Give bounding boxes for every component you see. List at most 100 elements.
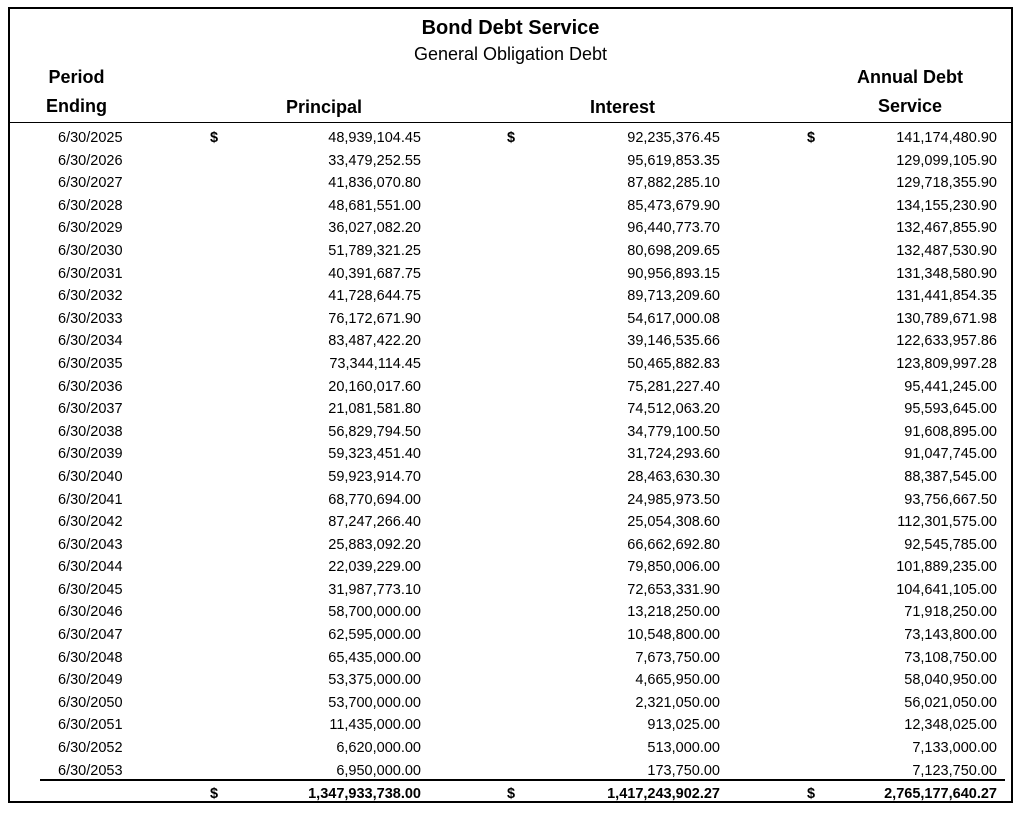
principal-cell: 11,435,000.00 (329, 717, 421, 734)
principal-cell: 53,700,000.00 (328, 694, 421, 711)
principal-cell: 58,700,000.00 (328, 604, 421, 621)
period-ending-cell: 6/30/2052 (58, 740, 123, 757)
period-ending-cell: 6/30/2049 (58, 672, 123, 689)
principal-cell: 25,883,092.20 (328, 536, 421, 553)
principal-cell: 76,172,671.90 (328, 310, 421, 327)
table-row: 6/30/2031 40,391,687.75 90,956,893.15 131,3… (10, 263, 1011, 286)
principal-cell: 41,728,644.75 (328, 288, 421, 305)
totals-divider (40, 779, 1005, 781)
annual-debt-service-cell: 131,441,854.35 (896, 288, 997, 305)
table-row: 6/30/2045 31,987,773.10 72,653,331.90 104,6… (10, 579, 1011, 602)
table-row: 6/30/2040 59,923,914.70 28,463,630.30 88,38… (10, 466, 1011, 489)
principal-cell: 65,435,000.00 (328, 649, 421, 666)
interest-cell: 50,465,882.83 (627, 355, 720, 372)
interest-cell: 87,882,285.10 (627, 175, 720, 192)
period-ending-cell: 6/30/2048 (58, 649, 123, 666)
table-row: 6/30/2039 59,323,451.40 31,724,293.60 91,04… (10, 443, 1011, 466)
principal-cell: 62,595,000.00 (328, 627, 421, 644)
interest-cell: 75,281,227.40 (627, 378, 720, 395)
table-row: 6/30/2041 68,770,694.00 24,985,973.50 93,75… (10, 489, 1011, 512)
annual-debt-service-cell: 58,040,950.00 (904, 672, 997, 689)
period-ending-cell: 6/30/2045 (58, 581, 123, 598)
period-ending-cell: 6/30/2035 (58, 355, 123, 372)
interest-cell: 7,673,750.00 (635, 649, 720, 666)
interest-cell: 92,235,376.45 (627, 130, 720, 146)
principal-cell: 20,160,017.60 (328, 378, 421, 395)
table-row: 6/30/2049 53,375,000.00 4,665,950.00 58,040… (10, 669, 1011, 692)
period-ending-cell: 6/30/2047 (58, 627, 123, 644)
annual-debt-service-cell: 134,155,230.90 (896, 197, 997, 214)
annual-debt-service-cell: 101,889,235.00 (896, 559, 997, 576)
annual-debt-service-cell: 56,021,050.00 (904, 694, 997, 711)
table-row: 6/30/2026 33,479,252.55 95,619,853.35 129,0… (10, 150, 1011, 173)
annual-debt-service-cell: 7,123,750.00 (912, 762, 997, 779)
table-row: 6/30/2027 41,836,070.80 87,882,285.10 129,7… (10, 172, 1011, 195)
table-row: 6/30/2033 76,172,671.90 54,617,000.08 130,7… (10, 308, 1011, 331)
table-row: 6/30/2052 6,620,000.00 513,000.00 7,133,000… (10, 737, 1011, 760)
table-row: 6/30/2042 87,247,266.40 25,054,308.60 112,3… (10, 511, 1011, 534)
principal-cell: 51,789,321.25 (328, 242, 421, 259)
interest-cell: 54,617,000.08 (627, 310, 720, 327)
period-ending-cell: 6/30/2041 (58, 491, 123, 508)
totals-annual-dollar-sign: $ (807, 786, 816, 802)
period-ending-cell: 6/30/2029 (58, 220, 123, 237)
principal-cell: 48,939,104.45 (328, 130, 421, 146)
interest-cell: 28,463,630.30 (627, 468, 720, 485)
table-row: 6/30/2032 41,728,644.75 89,713,209.60 131,4… (10, 285, 1011, 308)
interest-cell: 39,146,535.66 (627, 333, 720, 350)
totals-annual-debt-service: 2,765,177,640.27 (884, 786, 997, 802)
interest-cell: 79,850,006.00 (627, 559, 720, 576)
interest-cell: 89,713,209.60 (627, 288, 720, 305)
period-ending-cell: 6/30/2053 (58, 762, 123, 779)
principal-cell: 6,950,000.00 (336, 762, 421, 779)
principal-cell: 41,836,070.80 (328, 175, 421, 192)
table-row: 6/30/2029 36,027,082.20 96,440,773.70 132,4… (10, 217, 1011, 240)
period-ending-cell: 6/30/2031 (58, 265, 123, 282)
annual-debt-service-cell: 92,545,785.00 (904, 536, 997, 553)
table-row: 6/30/2051 11,435,000.00 913,025.00 12,348,0… (10, 714, 1011, 737)
table-row: 6/30/2037 21,081,581.80 74,512,063.20 95,59… (10, 398, 1011, 421)
annual-debt-service-cell: 73,143,800.00 (904, 627, 997, 644)
period-ending-cell: 6/30/2027 (58, 175, 123, 192)
principal-cell: 83,487,422.20 (328, 333, 421, 350)
annual-debt-service-cell: 7,133,000.00 (912, 740, 997, 757)
table-row: 6/30/2025 48,939,104.45 92,235,376.45 141,1… (10, 127, 1011, 150)
totals-principal-dollar-sign: $ (210, 786, 219, 802)
interest-cell: 513,000.00 (647, 740, 720, 757)
annual-debt-service-cell: 104,641,105.00 (896, 581, 997, 598)
column-header-principal: Principal (286, 97, 363, 117)
annual-debt-service-cell: 71,918,250.00 (904, 604, 997, 621)
period-ending-cell: 6/30/2034 (58, 333, 123, 350)
principal-cell: 56,829,794.50 (328, 423, 421, 440)
table-row: 6/30/2035 73,344,114.45 50,465,882.83 123,8… (10, 353, 1011, 376)
header-divider (10, 122, 1011, 123)
annual-debt-service-cell: 122,633,957.86 (896, 333, 997, 350)
period-ending-cell: 6/30/2037 (58, 401, 123, 418)
annual-debt-service-cell: 12,348,025.00 (904, 717, 997, 734)
period-ending-cell: 6/30/2046 (58, 604, 123, 621)
interest-cell: 25,054,308.60 (627, 514, 720, 531)
interest-cell: 90,956,893.15 (627, 265, 720, 282)
page-title: Bond Debt Service (421, 17, 600, 39)
principal-cell: 73,344,114.45 (329, 355, 421, 372)
table-row: 6/30/2034 83,487,422.20 39,146,535.66 122,6… (10, 330, 1011, 353)
interest-cell: 24,985,973.50 (627, 491, 720, 508)
table-row: 6/30/2044 22,039,229.00 79,850,006.00 101,8… (10, 556, 1011, 579)
principal-cell: 31,987,773.10 (328, 581, 421, 598)
table-row: 6/30/2046 58,700,000.00 13,218,250.00 71,91… (10, 601, 1011, 624)
period-ending-cell: 6/30/2043 (58, 536, 123, 553)
table-body: 6/30/2025 48,939,104.45 92,235,376.45 141,1… (10, 127, 1011, 782)
period-ending-cell: 6/30/2028 (58, 197, 123, 214)
principal-dollar-sign: $ (210, 130, 219, 146)
principal-cell: 59,323,451.40 (328, 446, 421, 463)
table-row: 6/30/2050 53,700,000.00 2,321,050.00 56,021… (10, 692, 1011, 715)
totals-principal: 1,347,933,738.00 (308, 786, 421, 802)
period-ending-cell: 6/30/2051 (58, 717, 123, 734)
principal-cell: 68,770,694.00 (328, 491, 421, 508)
annual-debt-service-cell: 91,047,745.00 (904, 446, 997, 463)
principal-cell: 53,375,000.00 (328, 672, 421, 689)
period-ending-cell: 6/30/2038 (58, 423, 123, 440)
column-header-annual-debt-service: Annual Debt Service (857, 67, 963, 116)
column-header-period-ending: Period Ending (46, 67, 107, 116)
annual-debt-service-cell: 130,789,671.98 (896, 310, 997, 327)
